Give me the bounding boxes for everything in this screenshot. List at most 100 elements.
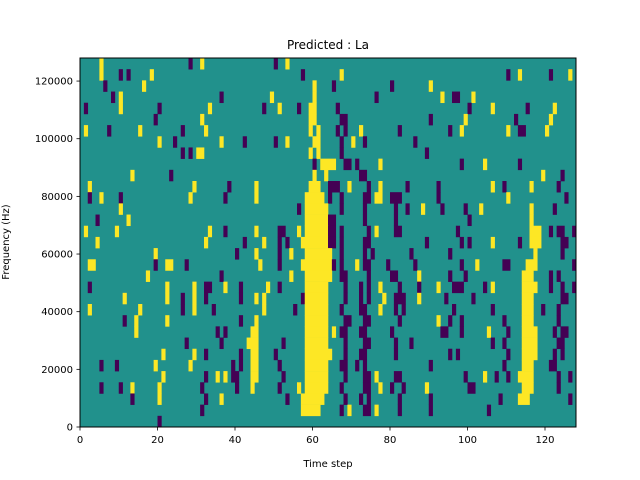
heatmap-cell (118, 102, 123, 115)
heatmap-cell (188, 147, 193, 159)
heatmap-cell (471, 91, 476, 104)
heatmap-cell (339, 248, 344, 260)
heatmap-cell (390, 192, 402, 204)
heatmap-cell (339, 136, 344, 148)
heatmap-cell (238, 348, 244, 361)
heatmap-cell (184, 337, 189, 350)
heatmap-cell (490, 281, 495, 294)
heatmap-cell (440, 91, 445, 104)
heatmap-cell (134, 326, 139, 338)
heatmap-cell (483, 158, 488, 171)
heatmap-cell (378, 382, 383, 394)
heatmap-cell (343, 125, 348, 137)
heatmap-cell (87, 192, 92, 204)
heatmap-cell (521, 315, 534, 327)
heatmap-cell (378, 158, 383, 171)
heatmap-cell (560, 348, 565, 361)
heatmap-cell (304, 304, 329, 316)
heatmap-cell (235, 248, 240, 260)
heatmap-cell (436, 192, 441, 204)
heatmap-cell (521, 359, 534, 372)
heatmap-cell (200, 382, 205, 394)
heatmap-cell (463, 113, 468, 126)
heatmap-cell (316, 147, 321, 159)
heatmap-cell (300, 69, 306, 81)
heatmap-cell (506, 326, 511, 338)
heatmap-cell (231, 359, 236, 372)
heatmap-cell (525, 259, 538, 271)
heatmap-cell (405, 203, 410, 215)
heatmap-cell (552, 326, 557, 338)
heatmap-cell (277, 225, 286, 238)
heatmap-cell (506, 125, 511, 137)
heatmap-cell (397, 281, 402, 294)
heatmap-cell (409, 248, 414, 260)
heatmap-cell (223, 225, 228, 238)
heatmap-cell (173, 136, 178, 148)
heatmap-cell (459, 315, 464, 327)
heatmap-cell (568, 371, 573, 383)
heatmap-cell (99, 192, 104, 204)
heatmap-cell (83, 125, 89, 137)
heatmap-cell (397, 393, 402, 405)
heatmap-cell (254, 192, 259, 204)
heatmap-cell (99, 359, 104, 372)
heatmap-cell (424, 236, 430, 249)
heatmap-cell (304, 192, 325, 204)
heatmap-cell (359, 393, 364, 405)
heatmap-cell (452, 304, 457, 316)
heatmap-cell (273, 348, 278, 361)
heatmap-cell (359, 281, 364, 294)
heatmap-cell (343, 315, 352, 327)
heatmap-cell (374, 371, 379, 383)
heatmap-cell (114, 359, 120, 372)
heatmap-cell (254, 248, 259, 260)
heatmap-cell (188, 58, 193, 70)
heatmap-cell (533, 248, 538, 260)
heatmap-cell (521, 292, 534, 305)
heatmap-cell (273, 58, 278, 70)
heatmap-cell (304, 326, 329, 338)
heatmap-cell (126, 69, 131, 81)
heatmap-cell (514, 113, 519, 126)
heatmap-cell (308, 147, 313, 159)
heatmap-cell (215, 371, 220, 383)
heatmap-cell (459, 158, 464, 171)
heatmap-cell (359, 348, 368, 361)
heatmap-cell (200, 404, 205, 417)
heatmap-cell (386, 259, 391, 271)
heatmap-cell (312, 158, 317, 171)
y-tick-label: 0 (67, 423, 73, 434)
heatmap-cell (366, 292, 371, 305)
heatmap-cell (165, 315, 170, 327)
heatmap-cell (428, 80, 433, 92)
heatmap-cell (242, 136, 247, 148)
heatmap-cell (366, 393, 371, 405)
heatmap-cell (122, 292, 127, 305)
heatmap-cell (517, 393, 530, 405)
heatmap-cell (277, 281, 282, 294)
heatmap-cell (118, 203, 123, 215)
heatmap-cell (308, 181, 321, 193)
heatmap-cell (153, 248, 158, 260)
heatmap-cell (204, 281, 213, 294)
heatmap-cell (545, 125, 550, 137)
heatmap-cell (262, 304, 267, 316)
heatmap-cell (428, 359, 433, 372)
heatmap-cell (254, 292, 259, 305)
heatmap-cell (219, 270, 224, 282)
heatmap-cell (343, 393, 348, 405)
heatmap-cell (304, 292, 329, 305)
heatmap-cell (324, 169, 329, 182)
heatmap-cell (204, 371, 209, 383)
heatmap-cell (521, 326, 538, 338)
heatmap-cell (328, 214, 337, 227)
heatmap-cell (417, 281, 422, 294)
heatmap-cell (359, 304, 368, 316)
heatmap-cell (521, 304, 534, 316)
heatmap-cell (448, 248, 453, 260)
heatmap-cell (378, 281, 383, 294)
heatmap-cell (506, 348, 511, 361)
heatmap-cell (393, 337, 399, 350)
